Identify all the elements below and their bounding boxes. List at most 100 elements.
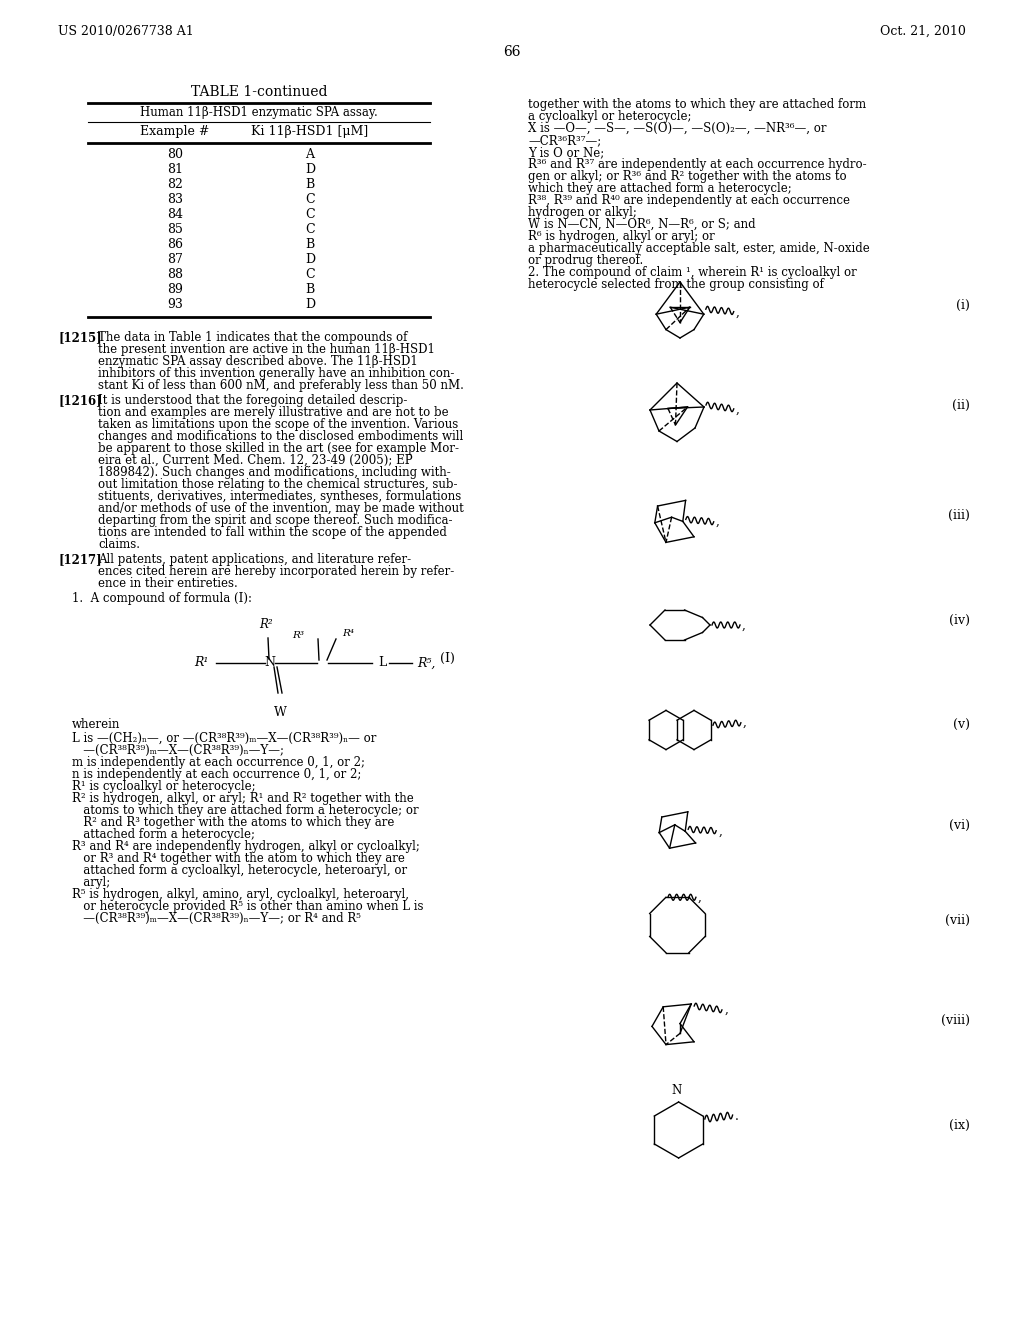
Text: L is —(CH₂)ₙ—, or —(CR³⁸R³⁹)ₘ—X—(CR³⁸R³⁹)ₙ— or: L is —(CH₂)ₙ—, or —(CR³⁸R³⁹)ₘ—X—(CR³⁸R³⁹… [72,733,377,744]
Text: (i): (i) [956,298,970,312]
Text: 2. The compound of claim ¹, wherein R¹ is cycloalkyl or: 2. The compound of claim ¹, wherein R¹ i… [528,267,857,279]
Text: R³⁶ and R³⁷ are independently at each occurrence hydro-: R³⁶ and R³⁷ are independently at each oc… [528,158,866,172]
Text: a pharmaceutically acceptable salt, ester, amide, N-oxide: a pharmaceutically acceptable salt, este… [528,242,869,255]
Text: ence in their entireties.: ence in their entireties. [98,577,238,590]
Text: R⁵,: R⁵, [417,656,435,669]
Text: 1889842). Such changes and modifications, including with-: 1889842). Such changes and modifications… [98,466,451,479]
Text: —(CR³⁸R³⁹)ₘ—X—(CR³⁸R³⁹)ₙ—Y—;: —(CR³⁸R³⁹)ₘ—X—(CR³⁸R³⁹)ₙ—Y—; [72,744,284,756]
Text: The data in Table 1 indicates that the compounds of: The data in Table 1 indicates that the c… [98,331,408,345]
Text: out limitation those relating to the chemical structures, sub-: out limitation those relating to the che… [98,478,458,491]
Text: (v): (v) [953,718,970,731]
Text: aryl;: aryl; [72,876,111,888]
Text: (ix): (ix) [949,1118,970,1131]
Text: 89: 89 [167,282,183,296]
Text: claims.: claims. [98,539,140,550]
Text: (ii): (ii) [952,399,970,412]
Text: W: W [273,706,287,719]
Text: ,: , [718,825,722,838]
Text: Ki 11β-HSD1 [μM]: Ki 11β-HSD1 [μM] [251,125,369,139]
Text: R¹ is cycloalkyl or heterocycle;: R¹ is cycloalkyl or heterocycle; [72,780,256,793]
Text: It is understood that the foregoing detailed descrip-: It is understood that the foregoing deta… [98,393,408,407]
Text: W is N—CN, N—OR⁶, N—R⁶, or S; and: W is N—CN, N—OR⁶, N—R⁶, or S; and [528,218,756,231]
Text: 1.  A compound of formula (I):: 1. A compound of formula (I): [72,591,252,605]
Text: 83: 83 [167,193,183,206]
Text: enzymatic SPA assay described above. The 11β-HSD1: enzymatic SPA assay described above. The… [98,355,418,368]
Text: R² is hydrogen, alkyl, or aryl; R¹ and R² together with the: R² is hydrogen, alkyl, or aryl; R¹ and R… [72,792,414,805]
Text: or heterocycle provided R⁵ is other than amino when L is: or heterocycle provided R⁵ is other than… [72,900,424,913]
Text: D: D [305,162,315,176]
Text: (I): (I) [440,652,455,664]
Text: [1216]: [1216] [58,393,101,407]
Text: A: A [305,148,314,161]
Text: ,: , [743,715,746,729]
Text: [1215]: [1215] [58,331,101,345]
Text: (iv): (iv) [949,614,970,627]
Text: ,: , [736,306,739,318]
Text: N: N [264,656,275,669]
Text: All patents, patent applications, and literature refer-: All patents, patent applications, and li… [98,553,411,566]
Text: —CR³⁶R³⁷—;: —CR³⁶R³⁷—; [528,135,601,147]
Text: R¹: R¹ [195,656,209,669]
Text: stituents, derivatives, intermediates, syntheses, formulations: stituents, derivatives, intermediates, s… [98,490,461,503]
Text: C: C [305,223,314,236]
Text: which they are attached form a heterocycle;: which they are attached form a heterocyc… [528,182,792,195]
Text: US 2010/0267738 A1: US 2010/0267738 A1 [58,25,194,38]
Text: D: D [305,298,315,312]
Text: R⁴: R⁴ [342,628,354,638]
Text: R² and R³ together with the atoms to which they are: R² and R³ together with the atoms to whi… [72,816,394,829]
Text: and/or methods of use of the invention, may be made without: and/or methods of use of the invention, … [98,502,464,515]
Text: 86: 86 [167,238,183,251]
Text: ences cited herein are hereby incorporated herein by refer-: ences cited herein are hereby incorporat… [98,565,455,578]
Text: ,: , [742,619,745,631]
Text: (viii): (viii) [941,1014,970,1027]
Text: C: C [305,209,314,220]
Text: or R³ and R⁴ together with the atom to which they are: or R³ and R⁴ together with the atom to w… [72,851,404,865]
Text: X is —O—, —S—, —S(O)—, —S(O)₂—, —NR³⁶—, or: X is —O—, —S—, —S(O)—, —S(O)₂—, —NR³⁶—, … [528,121,826,135]
Text: ,: , [724,1002,728,1015]
Text: R⁵ is hydrogen, alkyl, amino, aryl, cycloalkyl, heteroaryl,: R⁵ is hydrogen, alkyl, amino, aryl, cycl… [72,888,409,902]
Text: [1217]: [1217] [58,553,101,566]
Text: .: . [735,1110,738,1123]
Text: hydrogen or alkyl;: hydrogen or alkyl; [528,206,637,219]
Text: R³ and R⁴ are independently hydrogen, alkyl or cycloalkyl;: R³ and R⁴ are independently hydrogen, al… [72,840,420,853]
Text: TABLE 1-continued: TABLE 1-continued [190,84,328,99]
Text: 93: 93 [167,298,183,312]
Text: L: L [378,656,386,669]
Text: 66: 66 [503,45,521,59]
Text: attached form a heterocycle;: attached form a heterocycle; [72,828,255,841]
Text: R³: R³ [292,631,304,639]
Text: B: B [305,178,314,191]
Text: R²: R² [259,618,272,631]
Text: wherein: wherein [72,718,121,731]
Text: (vi): (vi) [949,818,970,832]
Text: eira et al., Current Med. Chem. 12, 23-49 (2005); EP: eira et al., Current Med. Chem. 12, 23-4… [98,454,413,467]
Text: 80: 80 [167,148,183,161]
Text: 88: 88 [167,268,183,281]
Text: Example #: Example # [140,125,210,139]
Text: 84: 84 [167,209,183,220]
Text: 87: 87 [167,253,183,267]
Text: 81: 81 [167,162,183,176]
Text: ,: , [698,891,701,904]
Text: 82: 82 [167,178,183,191]
Text: attached form a cycloalkyl, heterocycle, heteroaryl, or: attached form a cycloalkyl, heterocycle,… [72,865,408,876]
Text: (iii): (iii) [948,508,970,521]
Text: Y is O or Ne;: Y is O or Ne; [528,147,604,158]
Text: stant Ki of less than 600 nM, and preferably less than 50 nM.: stant Ki of less than 600 nM, and prefer… [98,379,464,392]
Text: ,: , [736,403,740,416]
Text: R³⁸, R³⁹ and R⁴⁰ are independently at each occurrence: R³⁸, R³⁹ and R⁴⁰ are independently at ea… [528,194,850,207]
Text: atoms to which they are attached form a heterocycle; or: atoms to which they are attached form a … [72,804,419,817]
Text: B: B [305,282,314,296]
Text: tions are intended to fall within the scope of the appended: tions are intended to fall within the sc… [98,525,446,539]
Text: N: N [672,1084,682,1097]
Text: ,: , [716,515,720,528]
Text: Human 11β-HSD1 enzymatic SPA assay.: Human 11β-HSD1 enzymatic SPA assay. [140,106,378,119]
Text: gen or alkyl; or R³⁶ and R² together with the atoms to: gen or alkyl; or R³⁶ and R² together wit… [528,170,847,183]
Text: or prodrug thereof.: or prodrug thereof. [528,253,643,267]
Text: R⁶ is hydrogen, alkyl or aryl; or: R⁶ is hydrogen, alkyl or aryl; or [528,230,715,243]
Text: —(CR³⁸R³⁹)ₘ—X—(CR³⁸R³⁹)ₙ—Y—; or R⁴ and R⁵: —(CR³⁸R³⁹)ₘ—X—(CR³⁸R³⁹)ₙ—Y—; or R⁴ and R… [72,912,360,925]
Text: be apparent to those skilled in the art (see for example Mor-: be apparent to those skilled in the art … [98,442,459,455]
Text: 85: 85 [167,223,183,236]
Text: m is independently at each occurrence 0, 1, or 2;: m is independently at each occurrence 0,… [72,756,365,770]
Text: inhibitors of this invention generally have an inhibition con-: inhibitors of this invention generally h… [98,367,455,380]
